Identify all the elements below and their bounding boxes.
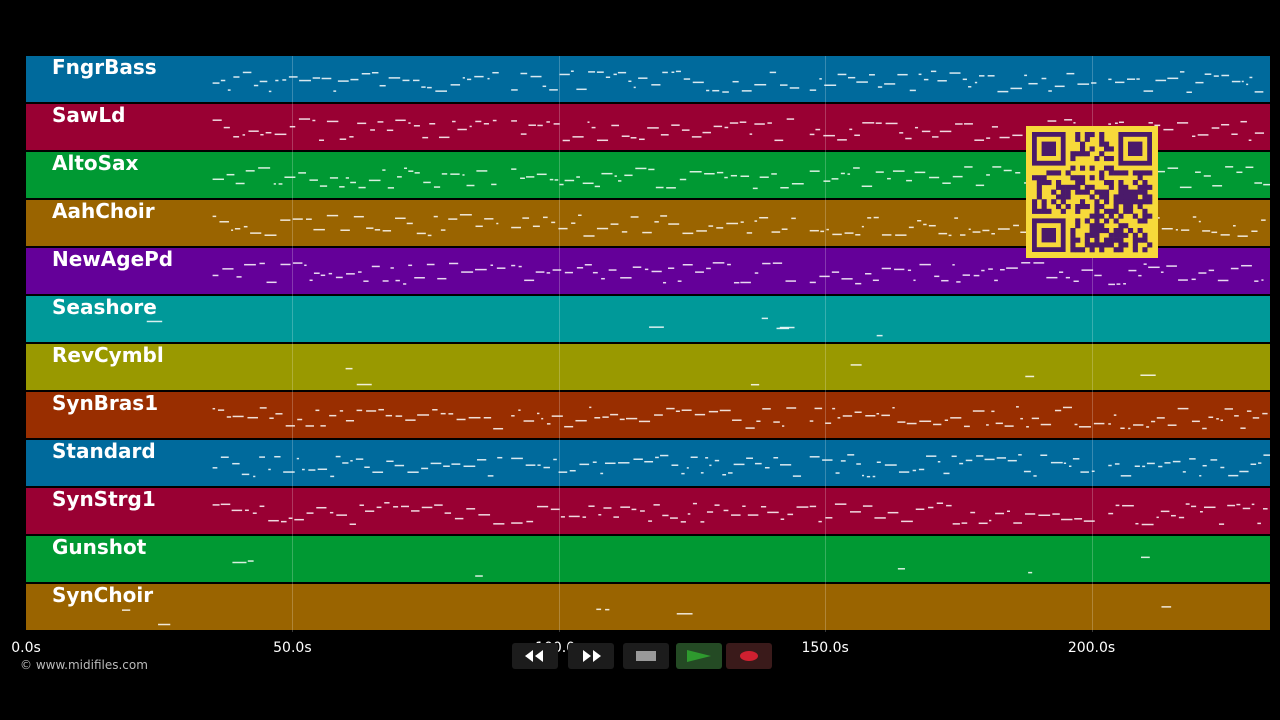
track-label: Standard	[52, 440, 156, 463]
transport-controls	[512, 643, 772, 669]
track-notes	[212, 454, 1270, 478]
track-label: RevCymbl	[52, 344, 164, 367]
track-synchoir: SynChoir	[26, 584, 1270, 630]
qr-code	[1026, 126, 1158, 258]
rewind-icon	[525, 650, 543, 662]
track-standard: Standard	[26, 440, 1270, 486]
track-revcymbl: RevCymbl	[26, 344, 1270, 390]
grid-line	[825, 56, 827, 632]
track-label: SynBras1	[52, 392, 159, 415]
track-notes	[212, 502, 1268, 526]
track-notes	[212, 214, 1266, 238]
track-label: Seashore	[52, 296, 157, 319]
record-button[interactable]	[726, 643, 772, 669]
track-notes	[232, 556, 1150, 577]
track-synbras1: SynBras1	[26, 392, 1270, 438]
track-notes	[212, 70, 1264, 94]
track-label: SynStrg1	[52, 488, 156, 511]
track-notes	[345, 364, 1156, 386]
track-label: SynChoir	[52, 584, 154, 607]
grid-line	[558, 56, 560, 632]
track-label: AahChoir	[52, 200, 155, 223]
track-gunshot: Gunshot	[26, 536, 1270, 582]
fast-forward-button[interactable]	[568, 643, 614, 669]
track-seashore: Seashore	[26, 296, 1270, 342]
track-synstrg1: SynStrg1	[26, 488, 1270, 534]
time-tick-label: 50.0s	[273, 640, 312, 656]
record-icon	[740, 651, 758, 661]
track-label: AltoSax	[52, 152, 139, 175]
copyright-text: © www.midifiles.com	[20, 658, 148, 672]
track-label: Gunshot	[52, 536, 147, 559]
grid-line	[1091, 56, 1093, 632]
grid-line	[292, 56, 294, 632]
track-label: SawLd	[52, 104, 126, 127]
rewind-button[interactable]	[512, 643, 558, 669]
track-notes	[146, 317, 883, 337]
track-label: FngrBass	[52, 56, 157, 79]
fast-forward-icon	[583, 650, 601, 662]
play-icon	[687, 650, 711, 662]
track-notes	[212, 406, 1268, 430]
track-fngrbass: FngrBass	[26, 56, 1270, 102]
stop-icon	[636, 651, 656, 661]
track-notes	[212, 262, 1264, 286]
stop-button[interactable]	[623, 643, 669, 669]
time-tick-label: 200.0s	[1067, 640, 1116, 656]
track-label: NewAgePd	[52, 248, 174, 271]
time-tick-label: 0.0s	[11, 640, 41, 656]
track-notes	[121, 606, 1172, 626]
qr-code-image	[1032, 132, 1153, 253]
play-button[interactable]	[676, 643, 722, 669]
time-tick-label: 150.0s	[801, 640, 849, 656]
